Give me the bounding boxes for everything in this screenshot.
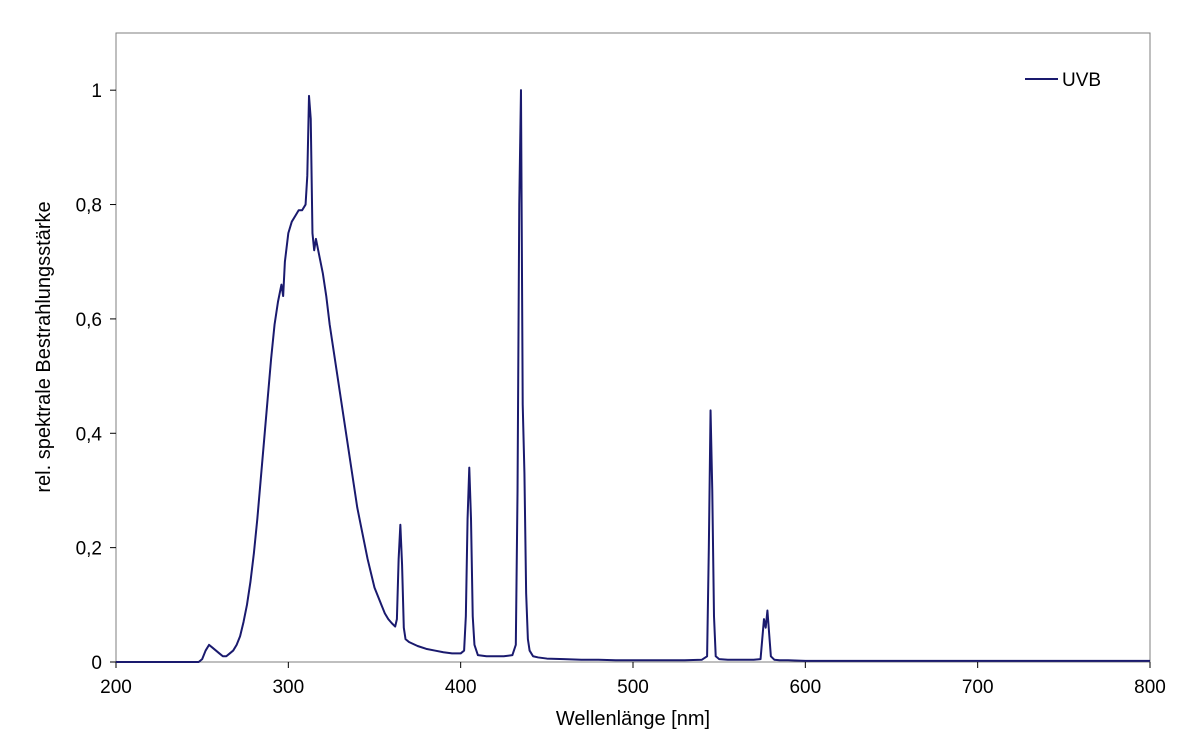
y-tick-label: 0,2 — [76, 539, 102, 560]
series-line-uvb — [116, 89, 1150, 663]
legend-label-uvb: UVB — [1062, 70, 1101, 91]
y-tick-label: 0,6 — [76, 310, 102, 331]
y-tick-label: 0,4 — [76, 424, 103, 445]
x-axis-ticks: 200 300 400 500 600 700 800 — [100, 662, 1166, 698]
y-axis-ticks: 0 0,2 0,4 0,6 0,8 1 — [76, 81, 116, 674]
x-tick-label: 300 — [272, 677, 304, 698]
series-layer — [116, 89, 1150, 663]
y-axis-title: rel. spektrale Bestrahlungsstärke — [33, 201, 55, 492]
x-tick-label: 600 — [789, 677, 821, 698]
y-tick-label: 0,8 — [76, 196, 102, 217]
x-tick-label: 500 — [617, 677, 649, 698]
x-tick-label: 200 — [100, 677, 132, 698]
plot-area — [115, 32, 1151, 663]
y-tick-label: 0 — [91, 653, 102, 674]
x-tick-label: 800 — [1134, 677, 1166, 698]
legend: UVB — [1025, 70, 1101, 91]
x-tick-label: 400 — [445, 677, 477, 698]
y-tick-label: 1 — [91, 81, 102, 102]
x-axis-title: Wellenlänge [nm] — [556, 708, 710, 730]
x-tick-label: 700 — [962, 677, 994, 698]
